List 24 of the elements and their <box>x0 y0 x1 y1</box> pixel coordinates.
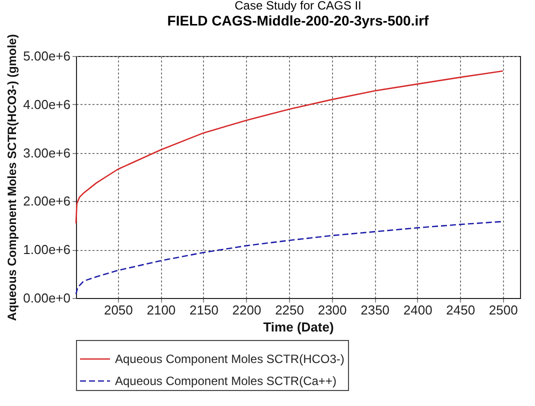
chart-subtitle: Case Study for CAGS II <box>234 0 362 13</box>
y-tick-label: 1.00e+6 <box>23 242 70 258</box>
legend-label: Aqueous Component Moles SCTR(HCO3-) <box>115 352 344 366</box>
x-tick-label: 2500 <box>488 302 518 318</box>
x-tick-label: 2150 <box>190 302 218 318</box>
chart-title: FIELD CAGS-Middle-200-20-3yrs-500.irf <box>167 12 430 29</box>
x-tick-label: 2400 <box>403 302 432 318</box>
x-tick-label: 2350 <box>360 302 390 318</box>
legend-label: Aqueous Component Moles SCTR(Ca++) <box>115 374 336 388</box>
x-tick-label: 2100 <box>146 302 176 318</box>
y-axis-title: Aqueous Component Moles SCTR(HCO3-) (gmole) <box>5 34 20 321</box>
y-tick-label: 4.00e+6 <box>23 96 70 112</box>
x-tick-label: 2300 <box>318 302 347 318</box>
line-series <box>75 70 504 224</box>
y-tick-label: 0.00e+0 <box>23 290 70 306</box>
x-tick-label: 2250 <box>275 302 304 318</box>
y-tick-label: 5.00e+6 <box>23 48 70 64</box>
line-series <box>75 220 504 295</box>
y-tick-label: 2.00e+6 <box>23 194 70 209</box>
x-tick-label: 2450 <box>446 302 476 318</box>
x-tick-label: 2200 <box>232 302 262 318</box>
y-tick-label: 3.00e+6 <box>23 145 70 160</box>
x-tick-label: 2050 <box>104 302 133 318</box>
x-axis-title: Time (Date) <box>263 320 334 334</box>
